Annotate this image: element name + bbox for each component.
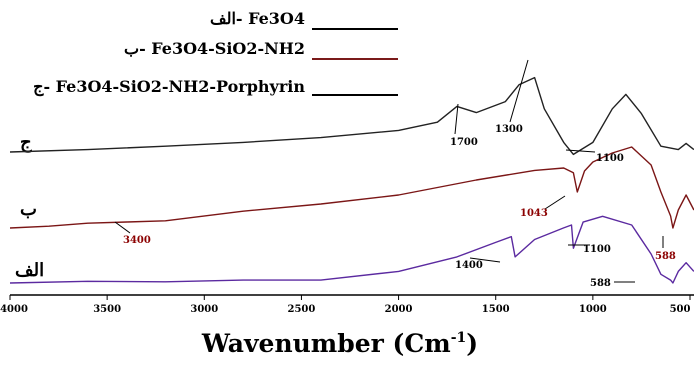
annotation-label: 1043 bbox=[520, 208, 548, 219]
annotation-label: 1100 bbox=[583, 244, 611, 255]
trace-label-b: ب bbox=[20, 199, 37, 220]
x-axis-title: Wavenumber (Cm-1) bbox=[201, 329, 478, 358]
x-tick-label: 3500 bbox=[93, 304, 121, 315]
trace-label-a: الف bbox=[15, 260, 44, 281]
x-tick-label: 2000 bbox=[385, 304, 413, 315]
annotation-label: 588 bbox=[655, 251, 676, 262]
trace-label-c: ج bbox=[20, 132, 32, 153]
annotation-label: 588 bbox=[590, 278, 611, 289]
x-axis-title-close: ) bbox=[466, 329, 478, 358]
x-axis-title-sup: -1 bbox=[451, 330, 467, 346]
annotation-label: 3400 bbox=[123, 235, 151, 246]
annotation-leader bbox=[565, 149, 596, 153]
series-line-1 bbox=[9, 76, 694, 156]
legend-entry-3: ج- Fe3O4-SiO2-NH2-Porphyrin bbox=[33, 77, 305, 97]
annotation-label: 1700 bbox=[450, 137, 478, 148]
series-group bbox=[9, 76, 694, 284]
annotation-leader bbox=[544, 195, 566, 210]
series-line-2 bbox=[9, 146, 694, 229]
x-axis-ticks: 4000 3500 3000 2500 2000 1500 1000 500 bbox=[0, 295, 691, 315]
annotation-label: 1100 bbox=[596, 153, 624, 164]
annotation-leader bbox=[469, 257, 501, 263]
legend-entry-1: الف- Fe3O4 bbox=[210, 9, 305, 28]
annotation-leader bbox=[509, 59, 529, 123]
x-tick-label: 4000 bbox=[0, 304, 28, 315]
annotations: 1700 1300 1100 3400 1043 588 1400 1100 588 bbox=[114, 59, 676, 289]
annotation-label: 1400 bbox=[455, 260, 483, 271]
x-tick-label: 1000 bbox=[579, 304, 607, 315]
x-tick-label: 3000 bbox=[190, 304, 218, 315]
x-tick-label: 2500 bbox=[288, 304, 316, 315]
annotation-label: 1300 bbox=[495, 124, 523, 135]
series-line-3 bbox=[9, 215, 694, 284]
x-axis-title-main: Wavenumber (Cm bbox=[201, 329, 451, 358]
legend: الف- Fe3O4 ب- Fe3O4-SiO2-NH2 ج- Fe3O4-Si… bbox=[33, 9, 398, 97]
x-tick-label: 500 bbox=[670, 304, 691, 315]
legend-entry-2: ب- Fe3O4-SiO2-NH2 bbox=[124, 39, 305, 58]
x-tick-label: 1500 bbox=[482, 304, 510, 315]
annotation-leader bbox=[454, 103, 459, 135]
annotation-leader bbox=[114, 221, 131, 234]
